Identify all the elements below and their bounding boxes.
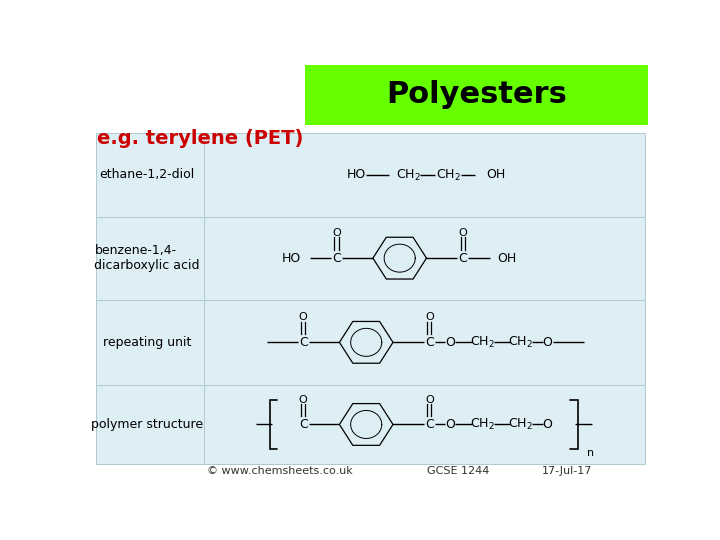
Text: C: C — [425, 336, 433, 349]
Text: 17-Jul-17: 17-Jul-17 — [542, 467, 593, 476]
FancyBboxPatch shape — [305, 65, 648, 125]
Text: O: O — [425, 395, 433, 404]
Text: C: C — [425, 418, 433, 431]
Text: O: O — [543, 418, 552, 431]
Text: © www.chemsheets.co.uk: © www.chemsheets.co.uk — [207, 467, 353, 476]
Text: benzene-1,4-
dicarboxylic acid: benzene-1,4- dicarboxylic acid — [94, 244, 200, 272]
Text: GCSE 1244: GCSE 1244 — [427, 467, 490, 476]
Text: CH$_2$: CH$_2$ — [470, 417, 495, 432]
Text: CH$_2$: CH$_2$ — [436, 167, 461, 183]
Text: O: O — [459, 228, 467, 238]
Text: Polyesters: Polyesters — [386, 80, 567, 110]
Text: C: C — [299, 418, 307, 431]
Text: O: O — [332, 228, 341, 238]
Text: repeating unit: repeating unit — [103, 336, 192, 349]
Text: HO: HO — [347, 168, 366, 181]
Text: CH$_2$: CH$_2$ — [470, 335, 495, 350]
Text: O: O — [299, 395, 307, 404]
Text: O: O — [425, 313, 433, 322]
Text: polymer structure: polymer structure — [91, 418, 203, 431]
Text: OH: OH — [498, 252, 516, 265]
FancyBboxPatch shape — [96, 133, 645, 464]
Text: O: O — [446, 336, 456, 349]
Text: n: n — [588, 448, 594, 458]
Text: CH$_2$: CH$_2$ — [508, 335, 534, 350]
Text: CH$_2$: CH$_2$ — [395, 167, 420, 183]
Text: C: C — [459, 252, 467, 265]
Text: CH$_2$: CH$_2$ — [508, 417, 534, 432]
Text: C: C — [332, 252, 341, 265]
Text: OH: OH — [486, 168, 505, 181]
Text: HO: HO — [282, 252, 302, 265]
Text: O: O — [543, 336, 552, 349]
Text: O: O — [446, 418, 456, 431]
Text: O: O — [299, 313, 307, 322]
Text: C: C — [299, 336, 307, 349]
Text: e.g. terylene (PET): e.g. terylene (PET) — [96, 129, 303, 149]
Text: ethane-1,2-diol: ethane-1,2-diol — [99, 168, 195, 181]
